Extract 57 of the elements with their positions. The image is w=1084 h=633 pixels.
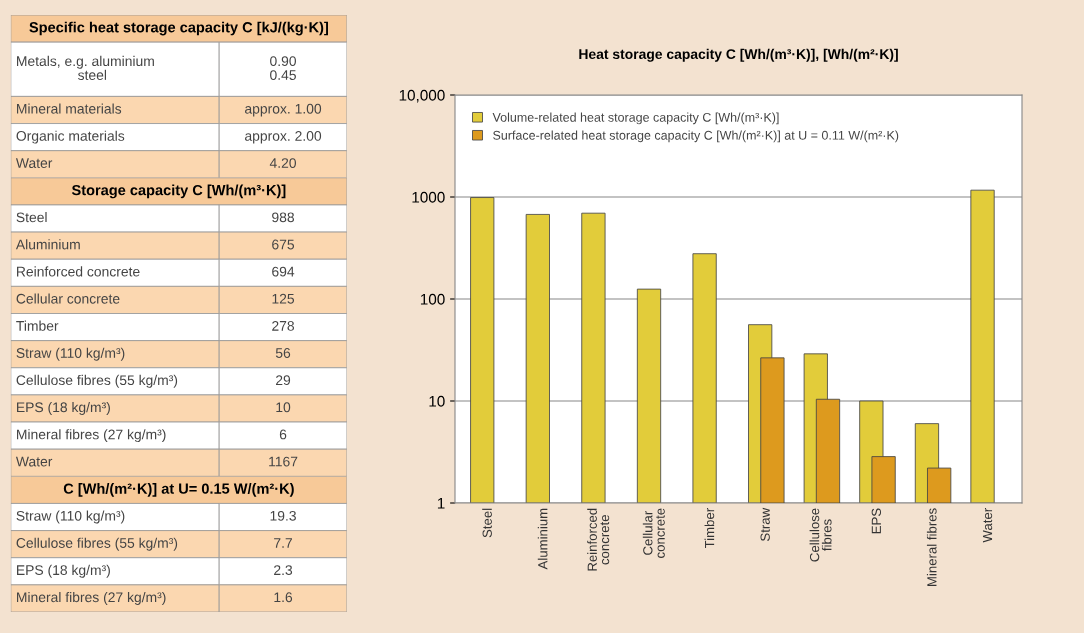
text: 0.90 0.45	[270, 56, 297, 80]
text: approx. 1.00	[245, 103, 322, 117]
x-tick-label: Water	[982, 508, 993, 543]
text: 6	[279, 429, 287, 440]
text: 675	[272, 239, 295, 250]
text: Storage capacity C [Wh/(m³·K)]	[71, 184, 286, 199]
text: 7.7	[274, 538, 292, 548]
text: Cellulose fibres (55 kg/m³)	[16, 374, 178, 388]
x-tick-label: Mineral fibres	[926, 508, 937, 586]
text: 694	[272, 266, 295, 277]
text: Cellulose fibres (55 kg/m³)	[16, 537, 178, 551]
y-tick-label: 10,000	[399, 89, 445, 103]
text: 1167	[269, 456, 298, 467]
y-tick-label: 1	[437, 498, 445, 509]
x-tick-label: Timber	[704, 508, 715, 549]
text: EPS (18 kg/m³)	[17, 564, 110, 578]
text: Water	[15, 456, 53, 467]
text: Mineral fibres (27 kg/m³)	[17, 429, 166, 443]
text: 988	[272, 212, 295, 223]
text: Water	[15, 158, 53, 168]
y-tick-label: 100	[420, 293, 445, 305]
chart-title: Heat storage capacity C [Wh/(m³·K)], [Wh/(m²·K)]	[579, 48, 898, 62]
x-tick-label: Cellulose fibres	[809, 508, 832, 562]
text: Metals, e.g. aluminium steel	[17, 55, 154, 80]
text: Aluminium	[15, 239, 80, 250]
text: 10	[276, 402, 291, 413]
text: 125	[272, 293, 295, 304]
text: Straw (110 kg/m³)	[16, 510, 125, 524]
y-tick-label: 1000	[412, 191, 445, 203]
text: Specific heat storage capacity C [kJ/(kg·K)]	[29, 21, 328, 36]
text: 56	[275, 348, 291, 358]
legend-label: Volume-related heat storage capacity C [Wh/(m³·K)]	[492, 112, 779, 125]
x-tick-label: Reinforced concrete	[587, 508, 610, 571]
legend-label: Surface-related heat storage capacity C [Wh/(m²·K)] at U = 0.11 W/(m²·K)	[493, 130, 899, 143]
x-tick-label: Straw	[760, 507, 770, 541]
text: Steel	[16, 212, 47, 223]
x-tick-label: Steel	[482, 508, 492, 538]
text: 19.3	[270, 510, 296, 521]
text: Cellular concrete	[16, 293, 120, 304]
x-tick-label: Aluminium	[537, 508, 548, 570]
text: 4.20	[269, 158, 297, 168]
x-tick-label: EPS	[871, 508, 882, 534]
text: 29	[276, 375, 291, 386]
text: C [Wh/(m²·K)] at U= 0.15 W/(m²·K)	[63, 483, 294, 497]
text: approx. 2.00	[245, 131, 322, 144]
text: EPS (18 kg/m³)	[17, 402, 110, 415]
x-tick-label: Cellular concrete	[642, 508, 665, 558]
text: Reinforced concrete	[17, 266, 140, 277]
text: 1.6	[274, 592, 293, 603]
text: Mineral fibres (27 kg/m³)	[17, 591, 166, 605]
text: 2.3	[274, 565, 293, 576]
text: 278	[272, 320, 295, 331]
text: Mineral materials	[17, 103, 122, 114]
text: Straw (110 kg/m³)	[16, 347, 125, 361]
text: Organic materials	[16, 130, 125, 144]
y-tick-label: 10	[429, 395, 445, 407]
text: Timber	[16, 320, 59, 331]
